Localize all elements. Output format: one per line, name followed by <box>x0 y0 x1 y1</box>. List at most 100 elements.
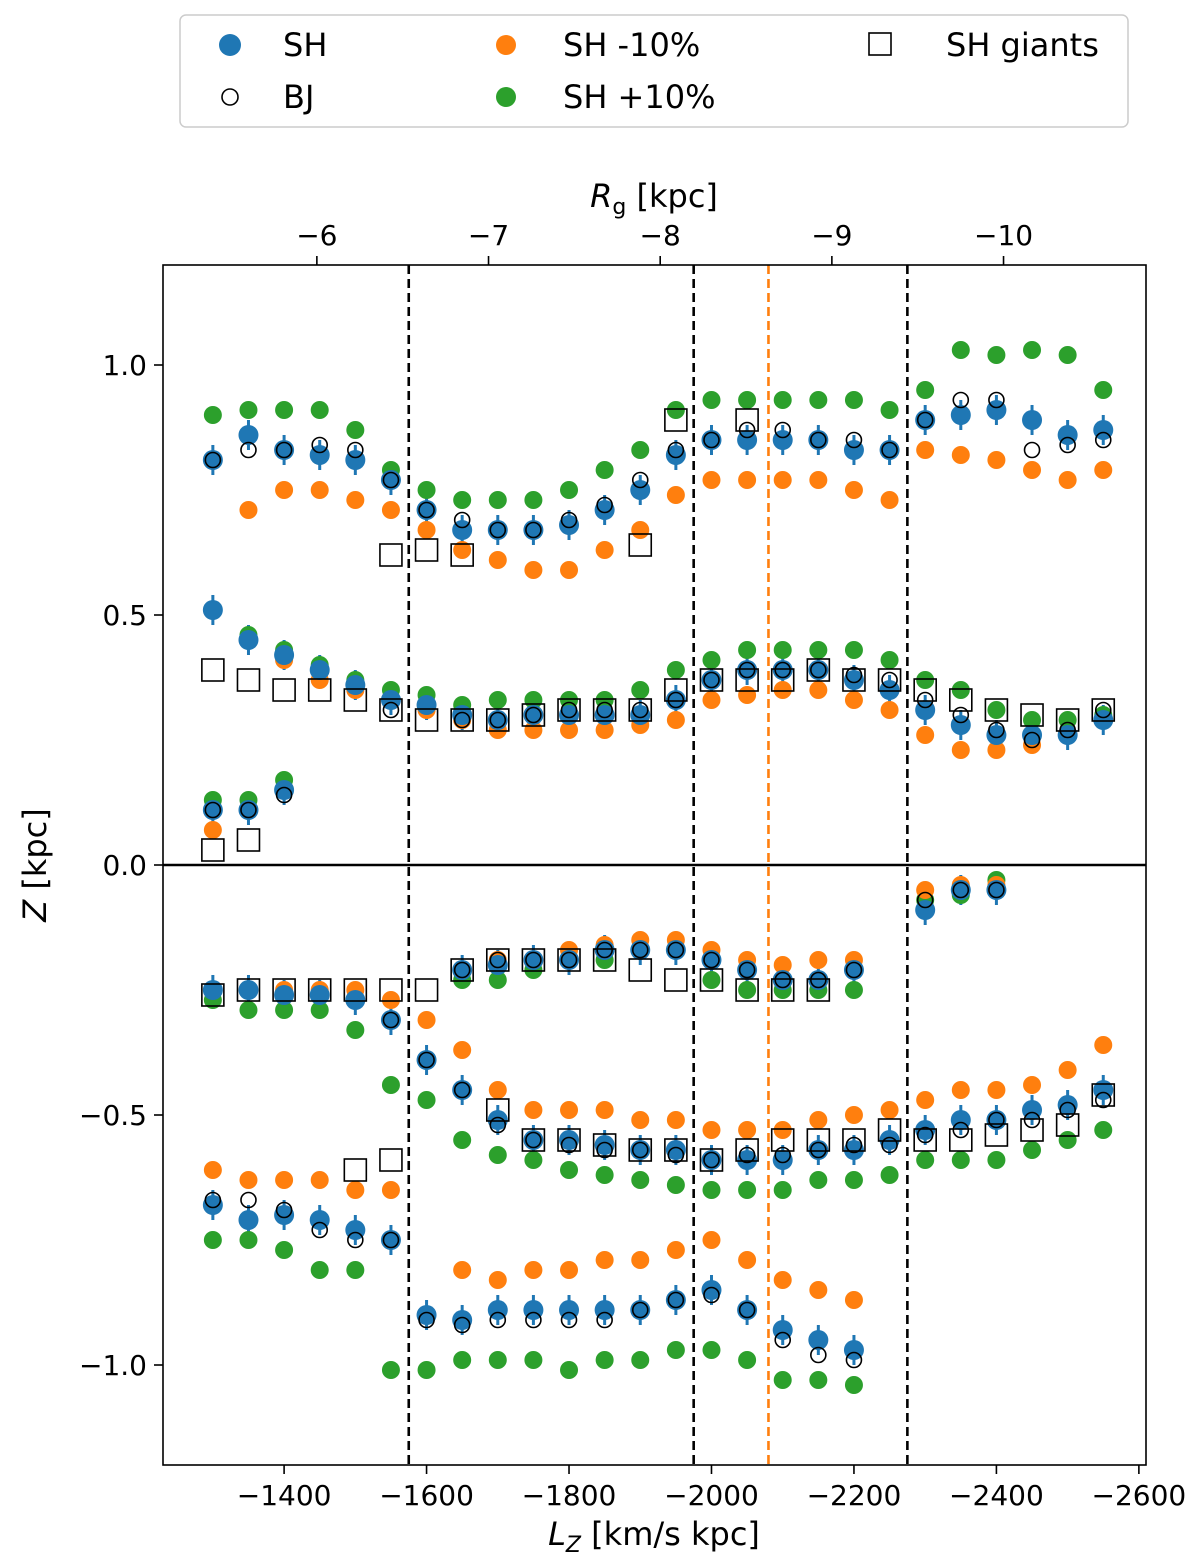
point-sh-plus10-46 <box>916 671 935 689</box>
legend-label-sh: SH <box>283 26 327 64</box>
point-sh-minus10-85 <box>524 1261 543 1279</box>
point-sh-plus10-74 <box>880 1166 899 1184</box>
point-sh-minus10-35 <box>595 721 614 739</box>
point-sh-minus10-39 <box>738 686 757 704</box>
point-sh-giants-69 <box>1020 1118 1044 1142</box>
point-sh-minus10-82 <box>381 1181 400 1199</box>
point-sh-giants-71 <box>1091 1083 1116 1107</box>
point-sh-giants-11 <box>379 698 403 722</box>
x-tick-label-5: −2400 <box>949 1479 1044 1512</box>
point-sh-giants-1 <box>414 538 439 562</box>
point-sh-plus10-82 <box>239 1231 258 1249</box>
point-sh-32 <box>416 695 437 715</box>
point-bj-82 <box>631 1301 649 1319</box>
point-bj-31 <box>596 701 613 719</box>
data-points <box>201 341 1116 1394</box>
point-sh-giants-61 <box>735 1138 759 1162</box>
point-bj-98 <box>774 971 792 989</box>
point-sh-giants-63 <box>806 1128 831 1152</box>
point-bj-39 <box>881 671 898 689</box>
point-bj-80 <box>560 1311 578 1329</box>
point-sh-plus10-57 <box>275 1001 294 1019</box>
point-sh-54 <box>274 780 295 800</box>
x-tick-label-0: −1400 <box>237 1479 332 1512</box>
point-sh-27 <box>238 630 259 650</box>
y-tick-label-0: −1.0 <box>79 1349 147 1382</box>
point-bj-63 <box>881 1136 898 1154</box>
point-sh-minus10-12 <box>666 486 685 504</box>
point-bj-23 <box>1023 441 1041 459</box>
point-sh-giants-44 <box>557 948 581 972</box>
point-sh-giants-40 <box>414 978 439 1002</box>
point-bj-87 <box>810 1346 827 1364</box>
point-sh-minus10-5 <box>417 521 436 539</box>
point-bj-70 <box>204 1191 222 1209</box>
point-sh-plus10-43 <box>809 641 828 659</box>
point-sh-minus10-9 <box>560 561 579 579</box>
point-sh-minus10-83 <box>453 1261 472 1279</box>
point-sh-giants-6 <box>201 658 225 682</box>
top-axis-label: Rg [kpc] <box>590 177 718 220</box>
point-bj-88 <box>845 1351 863 1369</box>
point-sh-plus10-106 <box>738 981 757 999</box>
point-sh-plus10-75 <box>916 1151 935 1169</box>
point-sh-giants-68 <box>984 1123 1009 1147</box>
point-bj-7 <box>453 511 471 529</box>
point-sh-plus10-67 <box>631 1171 650 1189</box>
point-sh-giants-49 <box>735 978 759 1002</box>
point-sh-plus10-63 <box>488 1146 507 1164</box>
point-sh-giants-35 <box>236 978 261 1002</box>
point-sh-59 <box>345 990 366 1010</box>
point-bj-45 <box>1094 701 1112 719</box>
point-bj-18 <box>845 431 863 449</box>
point-bj-15 <box>738 421 756 439</box>
point-bj-19 <box>881 441 898 459</box>
point-sh-50 <box>1057 725 1078 745</box>
point-sh-giants-4 <box>664 408 688 432</box>
point-sh-plus10-94 <box>666 1341 685 1359</box>
point-sh-1 <box>238 425 259 445</box>
point-sh-minus10-41 <box>809 681 828 699</box>
point-sh-giants-7 <box>236 668 261 692</box>
point-sh-minus10-23 <box>1058 471 1077 489</box>
point-sh-58 <box>309 985 330 1005</box>
legend-marker-sh-giants <box>868 32 892 56</box>
legend-label-sh-plus-10: SH +10% <box>563 78 715 116</box>
point-sh-83 <box>274 1205 295 1225</box>
point-bj-41 <box>952 706 970 724</box>
point-sh-plus10-98 <box>809 1371 828 1389</box>
point-sh-minus10-45 <box>951 741 970 759</box>
x-tick-label-6: −2600 <box>1092 1479 1187 1512</box>
point-bj-85 <box>738 1301 756 1319</box>
point-sh-plus10-13 <box>666 401 685 419</box>
point-sh-26 <box>202 600 223 620</box>
point-sh-48 <box>986 725 1007 745</box>
point-sh-giants-33 <box>236 828 261 852</box>
point-sh-giants-41 <box>450 958 474 982</box>
point-bj-35 <box>738 661 756 679</box>
point-sh-plus10-72 <box>809 1171 828 1189</box>
point-sh-giants-51 <box>806 978 831 1002</box>
point-sh-giants-20 <box>699 668 724 692</box>
point-bj-64 <box>916 1126 934 1144</box>
point-sh-minus10-80 <box>310 1171 329 1189</box>
legend-marker-sh <box>219 34 241 56</box>
point-bj-93 <box>596 941 613 959</box>
point-bj-16 <box>774 421 792 439</box>
point-sh-79 <box>1057 1095 1078 1115</box>
point-sh-55 <box>202 980 223 1000</box>
point-sh-giants-2 <box>450 543 474 567</box>
point-bj-96 <box>703 951 720 969</box>
point-bj-75 <box>382 1231 400 1249</box>
point-bj-69 <box>1094 1091 1112 1109</box>
point-bj-95 <box>667 941 685 959</box>
point-sh-giants-10 <box>343 688 368 712</box>
point-sh-giants-13 <box>450 708 474 732</box>
point-sh-giants-37 <box>307 978 332 1002</box>
top-tick-label-0: −6 <box>296 219 337 252</box>
point-bj-102 <box>952 881 970 899</box>
point-sh-giants-50 <box>770 978 795 1002</box>
point-sh-plus10-68 <box>666 1176 685 1194</box>
point-sh-minus10-68 <box>809 1111 828 1129</box>
point-sh-giants-64 <box>842 1128 866 1152</box>
